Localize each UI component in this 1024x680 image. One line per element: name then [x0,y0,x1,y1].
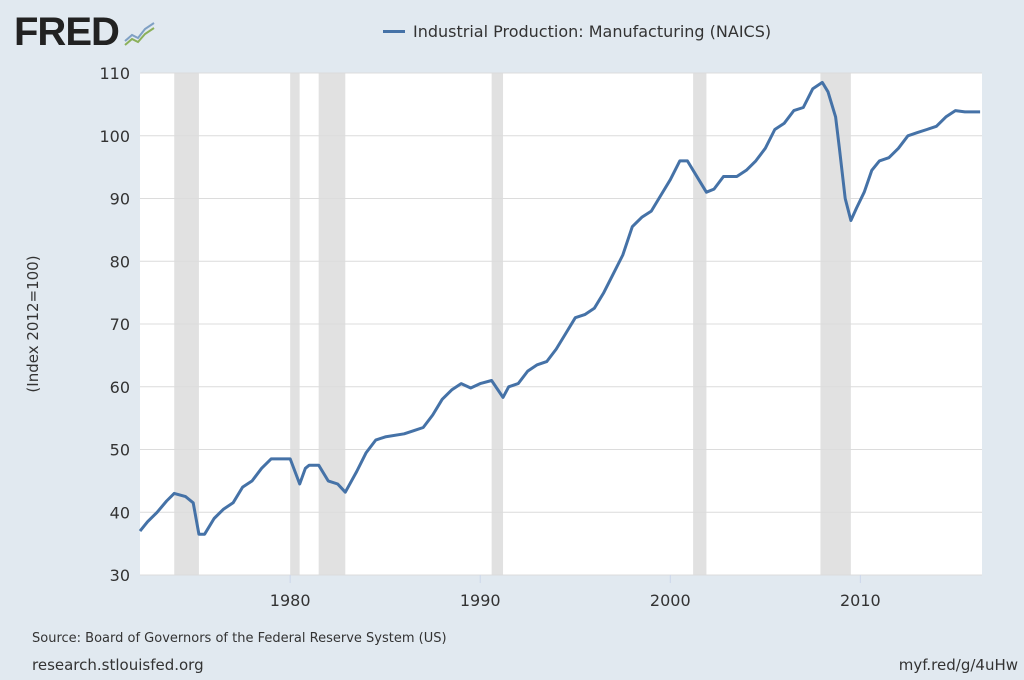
legend-label: Industrial Production: Manufacturing (NA… [413,22,772,41]
y-tick-label: 70 [110,315,130,334]
logo-text: FRED [14,10,120,54]
x-tick-label: 2000 [650,591,691,610]
y-tick-label: 50 [110,441,130,460]
y-tick-label: 110 [99,64,130,83]
y-tick-label: 40 [110,503,130,522]
fred-logo[interactable]: FRED [14,10,157,55]
x-tick-label: 2010 [840,591,881,610]
series-line [138,80,981,536]
short-link[interactable]: myf.red/g/4uHw [898,656,1018,674]
y-tick-label: 90 [110,190,130,209]
x-tick-label: 1980 [270,591,311,610]
legend-swatch [383,30,405,33]
chart-legend: Industrial Production: Manufacturing (NA… [383,22,771,41]
y-tick-label: 80 [110,252,130,271]
y-tick-label: 30 [110,566,130,585]
y-tick-label: 60 [110,378,130,397]
y-tick-label: 100 [99,127,130,146]
x-tick-label: 1990 [460,591,501,610]
chart-logo-icon [122,18,157,47]
y-axis-label: (Index 2012=100) [24,255,42,392]
source-note: Source: Board of Governors of the Federa… [32,631,447,646]
site-link[interactable]: research.stlouisfed.org [32,656,204,674]
